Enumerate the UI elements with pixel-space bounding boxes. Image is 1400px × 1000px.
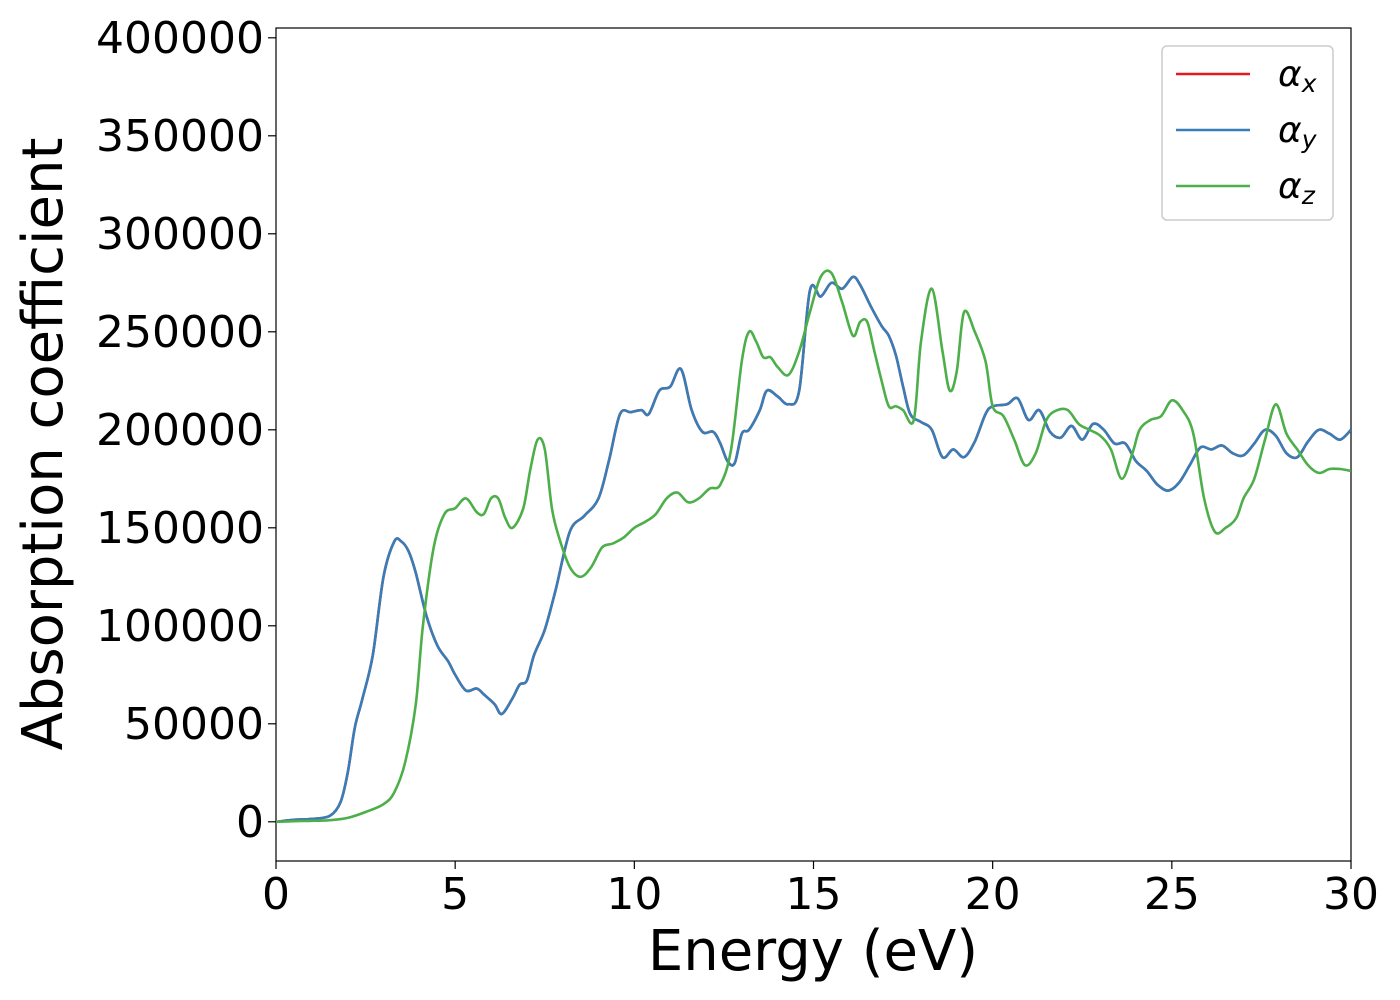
x-tick-label: 10: [606, 869, 662, 920]
x-axis-title: Energy (eV): [648, 919, 978, 984]
y-tick-label: 150000: [96, 503, 264, 554]
series-line-z: [276, 269, 1351, 824]
y-tick-label: 350000: [96, 111, 264, 162]
x-tick-label: 0: [262, 869, 290, 920]
y-tick-label: 300000: [96, 209, 264, 260]
y-tick-label: 0: [236, 797, 264, 848]
series-line-x: [276, 275, 1351, 824]
x-tick-label: 15: [786, 869, 842, 920]
y-tick-label: 250000: [96, 307, 264, 358]
y-axis: 0 50000 100000 150000 200000 250000 300000 3500…: [96, 13, 276, 848]
y-tick-label: 200000: [96, 405, 264, 456]
y-tick-label: 50000: [124, 699, 264, 750]
x-tick-label: 30: [1323, 869, 1379, 920]
y-axis-title: Absorption coefficient: [11, 138, 76, 751]
x-tick-label: 5: [441, 869, 469, 920]
series-line-y: [276, 275, 1351, 824]
series-layer: [276, 269, 1351, 824]
y-tick-label: 400000: [96, 13, 264, 64]
x-tick-label: 25: [1144, 869, 1200, 920]
legend-box: [1161, 45, 1334, 221]
x-axis: 0 5 10 15 20 25 30: [262, 861, 1379, 920]
y-tick-label: 100000: [96, 601, 264, 652]
x-tick-label: 20: [965, 869, 1021, 920]
